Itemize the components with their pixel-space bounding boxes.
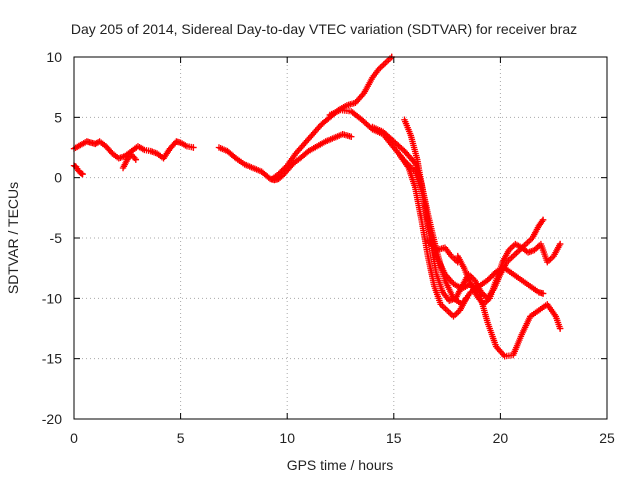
y-tick-label: 5 [54,109,62,125]
series-segment-10 [424,237,461,266]
series-segment-9 [454,240,564,308]
y-axis-ticks: -20 -15 -10 -5 0 5 10 [42,49,607,427]
y-axis-label: SDTVAR / TECUs [5,182,21,294]
series-segment-3 [215,131,355,184]
data-point-marker [278,168,285,175]
data-point-marker [281,165,288,172]
data-point-marker [463,295,470,302]
y-tick-label: 10 [46,49,62,65]
y-tick-label: -5 [50,230,63,246]
grid-lines [74,57,607,419]
x-axis-ticks: 0 5 10 15 20 25 [70,57,615,446]
data-points [70,53,564,360]
data-point-marker [556,240,564,248]
data-point-marker [79,170,86,178]
data-point-marker [279,166,287,174]
data-point-marker [485,275,493,283]
data-point-marker [347,133,355,140]
data-point-marker [539,216,547,224]
y-tick-label: 0 [54,170,62,186]
x-tick-label: 5 [177,430,185,446]
data-point-marker [539,290,547,297]
series-segment-8 [396,152,470,320]
data-point-marker [487,274,494,281]
data-point-marker [454,258,461,266]
series-segment-4 [269,53,395,183]
x-tick-label: 0 [70,430,78,446]
data-point-marker [484,277,491,284]
x-axis-label: GPS time / hours [287,457,394,473]
chart-title: Day 205 of 2014, Sidereal Day-to-day VTE… [71,21,577,37]
x-tick-label: 15 [386,430,402,446]
series-segment-2 [119,151,140,172]
data-point-marker [190,144,197,151]
data-point-marker [276,169,284,176]
y-tick-label: -20 [42,411,62,427]
series-segment-1 [70,138,197,162]
data-point-marker [556,325,564,332]
x-tick-label: 20 [493,430,509,446]
data-point-marker [488,272,496,280]
data-point-marker [132,156,140,163]
y-tick-label: -10 [42,290,62,306]
x-tick-label: 25 [599,430,615,446]
data-point-marker [275,170,282,178]
x-tick-label: 10 [279,430,295,446]
y-tick-label: -15 [42,351,62,367]
